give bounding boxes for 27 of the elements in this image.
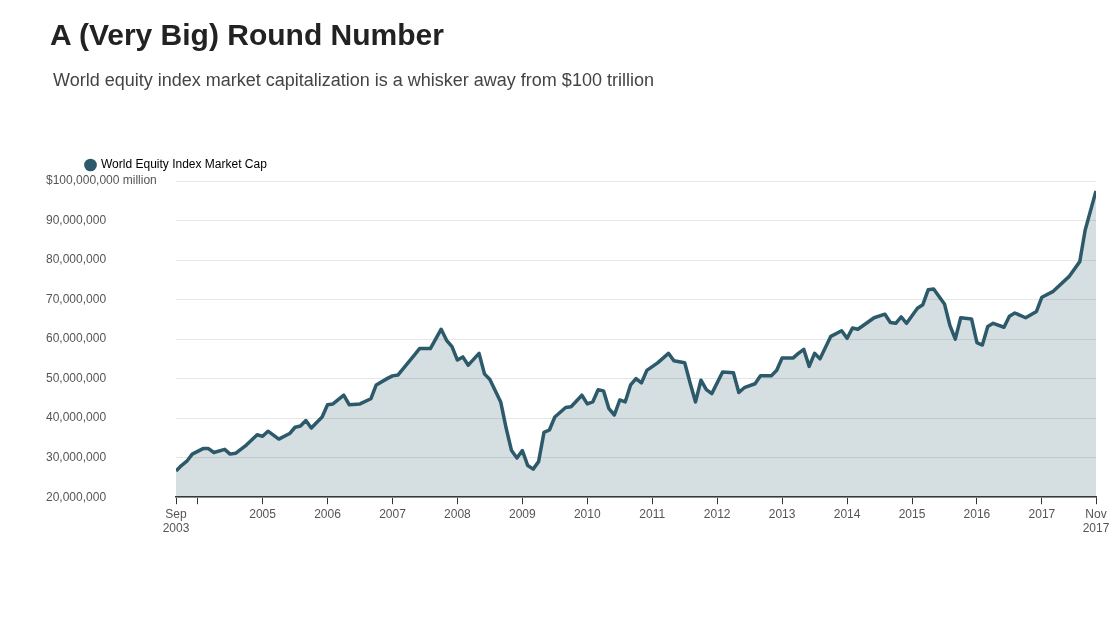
x-tick-label: 2008 — [444, 506, 472, 521]
x-tick-label: 2011 — [639, 506, 666, 521]
x-tick-label: 2013 — [768, 506, 796, 521]
y-tick-label: 30,000,000 — [46, 449, 107, 464]
y-tick-label: 80,000,000 — [46, 252, 107, 267]
y-tick-label: 70,000,000 — [46, 291, 107, 306]
y-tick-label: 20,000,000 — [46, 489, 107, 504]
x-tick-label: 2016 — [963, 506, 991, 521]
y-tick-label: 60,000,000 — [46, 331, 107, 346]
x-tick-label: 2007 — [379, 506, 407, 521]
legend-label: World Equity Index Market Cap — [101, 157, 268, 172]
x-tick-label: 2009 — [509, 506, 537, 521]
x-tick-label: Nov 2017 — [1082, 506, 1110, 536]
y-tick-label: $100,000,000 million — [46, 173, 157, 188]
x-tick-label: 2015 — [898, 506, 926, 521]
x-tick-label: Sep 2003 — [162, 506, 190, 536]
x-tick-label: 2006 — [314, 506, 342, 521]
x-tick-label: 2005 — [249, 506, 277, 521]
x-tick-label: 2014 — [833, 506, 861, 521]
chart-subtitle: World equity index market capitalization is a whisker away from $100 trillion — [53, 70, 655, 91]
y-tick-label: 40,000,000 — [46, 410, 107, 425]
chart-title: A (Very Big) Round Number — [50, 18, 445, 52]
x-tick-label: 2010 — [573, 506, 601, 521]
x-tick-label: 2017 — [1028, 506, 1056, 521]
y-tick-label: 90,000,000 — [46, 212, 107, 227]
y-tick-label: 50,000,000 — [46, 370, 107, 385]
x-tick-label: 2012 — [703, 506, 731, 521]
